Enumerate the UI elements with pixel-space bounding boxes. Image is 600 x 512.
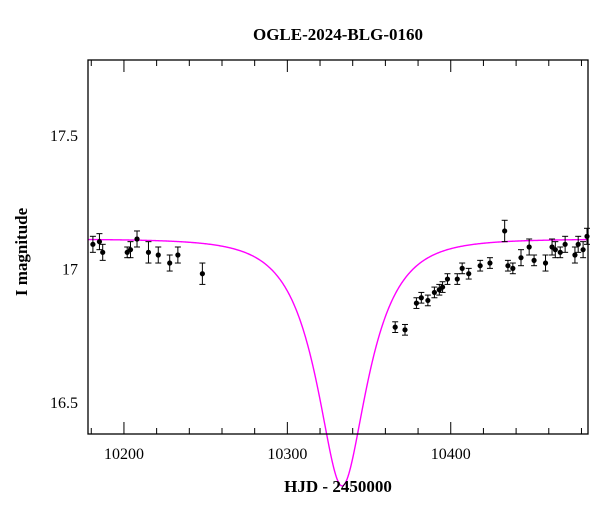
point-marker <box>431 289 438 296</box>
data-point <box>89 235 96 253</box>
point-marker <box>487 260 493 266</box>
point-marker <box>575 241 581 247</box>
data-point <box>509 262 516 275</box>
data-point <box>424 294 431 307</box>
data-point <box>439 281 446 293</box>
y-tick-labels: 16.5 17 17.5 <box>50 128 78 412</box>
y-axis-label: I magnitude <box>12 207 31 296</box>
data-point <box>552 241 559 259</box>
data-point <box>145 241 152 264</box>
point-marker <box>392 324 398 330</box>
y-tick-label: 17 <box>62 261 78 278</box>
data-point <box>562 235 569 253</box>
point-marker <box>584 233 590 239</box>
point-marker <box>459 265 465 271</box>
data-point <box>155 246 162 264</box>
point-marker <box>167 260 173 266</box>
point-marker <box>562 241 568 247</box>
data-point <box>392 321 399 333</box>
data-point <box>174 246 181 264</box>
x-tick-labels: 10200 10300 10400 <box>104 446 471 463</box>
point-marker <box>175 252 181 258</box>
x-axis-label: HJD - 2450000 <box>284 477 392 496</box>
data-point <box>418 291 425 304</box>
model-curve <box>88 238 588 487</box>
data-point <box>199 262 206 285</box>
point-marker <box>145 249 152 255</box>
data-point <box>501 219 508 243</box>
point-marker <box>505 263 511 269</box>
data-point <box>486 257 493 269</box>
point-marker <box>90 241 96 247</box>
point-marker <box>510 265 516 271</box>
point-marker <box>425 297 431 304</box>
point-marker <box>526 244 532 250</box>
point-marker <box>155 252 161 258</box>
plot-frame <box>87 59 589 435</box>
data-point <box>166 254 173 272</box>
point-marker <box>580 247 586 253</box>
point-marker <box>199 271 205 277</box>
data-point <box>571 246 578 264</box>
point-marker <box>402 327 408 333</box>
data-point <box>459 262 466 275</box>
point-marker <box>557 249 563 255</box>
data-point <box>444 273 451 285</box>
axis-ticks <box>90 60 582 434</box>
data-point <box>504 259 511 272</box>
point-marker <box>96 239 103 245</box>
data-point <box>99 243 106 261</box>
data-point <box>465 267 472 280</box>
point-marker <box>518 255 524 261</box>
chart-title: OGLE-2024-BLG-0160 <box>253 25 423 44</box>
data-point <box>96 233 103 251</box>
data-point <box>127 241 134 259</box>
point-marker <box>454 276 460 282</box>
data-point <box>431 286 438 299</box>
point-marker <box>439 284 446 290</box>
data-point <box>575 235 582 253</box>
data-point <box>580 241 587 259</box>
x-tick-label: 10300 <box>267 446 307 463</box>
point-marker <box>127 247 134 253</box>
point-marker <box>477 263 483 269</box>
point-marker <box>444 276 451 282</box>
data-point <box>413 297 420 309</box>
data-point <box>542 254 549 272</box>
data-point <box>401 323 408 336</box>
point-marker <box>466 271 472 277</box>
point-marker <box>100 249 106 255</box>
point-marker <box>413 300 420 306</box>
data-point <box>526 238 533 256</box>
data-point <box>477 259 484 272</box>
point-marker <box>552 247 558 253</box>
data-point <box>557 246 564 259</box>
point-marker <box>502 228 508 234</box>
y-tick-label: 17.5 <box>50 128 78 145</box>
y-tick-label: 16.5 <box>50 395 78 412</box>
point-marker <box>134 236 140 242</box>
x-tick-label: 10200 <box>104 446 144 463</box>
data-points <box>89 219 590 336</box>
data-point <box>134 230 141 248</box>
point-marker <box>418 295 424 301</box>
point-marker <box>531 257 537 263</box>
point-marker <box>542 260 549 266</box>
point-marker <box>572 252 578 258</box>
data-point <box>518 249 525 267</box>
x-tick-label: 10400 <box>431 446 471 463</box>
data-point <box>454 273 461 285</box>
data-point <box>531 254 538 267</box>
